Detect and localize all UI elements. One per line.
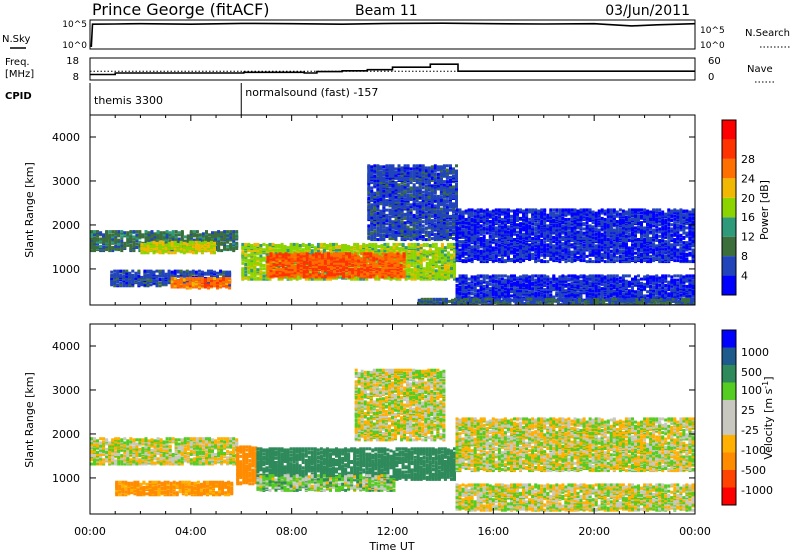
nave-tick-top: 60 [708, 56, 721, 67]
heatmap-region-0 [90, 437, 239, 466]
noise-tick-top-left: 10^5 [62, 20, 87, 30]
velocity-colorbar-swatch [722, 382, 736, 400]
velocity-colorbar-tick: -500 [741, 464, 766, 477]
noise-tick-bottom-right: 10^0 [700, 41, 725, 51]
velocity-colorbar-title: Velocity [m s-1] [761, 376, 775, 459]
x-tick-label: 00:00 [74, 525, 106, 538]
power-colorbar-swatch [722, 158, 736, 179]
velocity-colorbar-tick: 1000 [741, 346, 769, 359]
freq-tick-top: 18 [66, 56, 79, 67]
velocity-axes: 1000 2000 3000 4000 [52, 324, 696, 514]
heatmap-region-2 [236, 445, 258, 486]
heatmap-region-5 [266, 252, 406, 279]
x-tick-label: 20:00 [578, 525, 610, 538]
power-colorbar-tick: 24 [741, 172, 755, 185]
freq-series-line [90, 63, 695, 76]
nave-tick-bottom: 0 [708, 72, 714, 83]
nave-label: Nave [747, 64, 773, 75]
velocity-colorbar-swatch [722, 470, 736, 488]
station-title: Prince George (fitACF) [92, 0, 270, 19]
cpid-segment-label-1: normalsound (fast) -157 [245, 86, 378, 99]
velocity-heatmap [90, 368, 695, 512]
freq-label-top: Freq. [5, 57, 30, 68]
power-colorbar-swatch [722, 236, 736, 257]
velocity-colorbar-tick: -100 [741, 444, 766, 457]
x-axis-label: Time UT [368, 540, 414, 553]
velocity-colorbar-swatch [722, 347, 736, 365]
heatmap-region-1 [140, 240, 216, 255]
noise-tick-top-right: 10^5 [700, 26, 725, 36]
power-colorbar-tick: 20 [741, 192, 755, 205]
cpid-segment-label-0: themis 3300 [94, 94, 163, 107]
y-tick-label: 2000 [52, 219, 80, 232]
y-tick-label: 1000 [52, 472, 80, 485]
velocity-colorbar-swatch [722, 487, 736, 505]
y-tick-label: 2000 [52, 428, 80, 441]
x-tick-label: 00:00 [679, 525, 711, 538]
heatmap-region-6 [455, 417, 695, 473]
y-tick-label: 4000 [52, 131, 80, 144]
velocity-colorbar-swatch [722, 330, 736, 348]
cpid-segments: themis 3300 normalsound (fast) -157 [89, 83, 378, 115]
velocity-unit-superscript: -1 [761, 381, 770, 389]
x-tick-label: 12:00 [377, 525, 409, 538]
velocity-colorbar-swatch [722, 365, 736, 383]
power-colorbar-title: Power [dB] [758, 180, 771, 240]
velocity-colorbar-tick: 500 [741, 366, 762, 379]
noise-tick-bottom-left: 10^0 [62, 41, 87, 51]
velocity-colorbar-tick: -1000 [741, 484, 773, 497]
power-colorbar-swatch [722, 120, 736, 140]
velocity-colorbar-swatch [722, 400, 736, 418]
heatmap-region-4 [256, 474, 396, 492]
velocity-y-label: Slant Range [km] [23, 372, 36, 468]
x-tick-label: 16:00 [477, 525, 509, 538]
power-colorbar-tick: 16 [741, 211, 755, 224]
velocity-colorbar-tick: -25 [741, 424, 759, 437]
velocity-colorbar-tick: 25 [741, 404, 755, 417]
freq-label-bottom: [MHz] [5, 69, 34, 80]
y-tick-label: 3000 [52, 175, 80, 188]
power-colorbar-tick: 4 [741, 270, 748, 283]
power-colorbar: 4 8 12 16 20 24 28 [721, 119, 755, 296]
heatmap-region-6 [367, 164, 458, 242]
power-axes: 1000 2000 3000 4000 [52, 115, 696, 305]
power-y-label: Slant Range [km] [23, 162, 36, 258]
power-heatmap [90, 164, 695, 305]
y-tick-label: 3000 [52, 384, 80, 397]
velocity-colorbar-swatch [722, 435, 736, 453]
y-tick-label: 1000 [52, 263, 80, 276]
noise-panel [89, 19, 696, 50]
freq-panel [89, 57, 696, 81]
power-colorbar-swatch [722, 197, 736, 218]
power-colorbar-tick: 8 [741, 250, 748, 263]
y-tick-label: 4000 [52, 340, 80, 353]
velocity-colorbar: 1000 500 100 25 -25 -100 -500 -1000 [721, 329, 773, 506]
beam-title: Beam 11 [355, 3, 418, 19]
heatmap-region-3 [170, 277, 232, 290]
velocity-colorbar-swatch [722, 452, 736, 470]
power-colorbar-swatch [722, 275, 736, 295]
heatmap-region-5 [354, 368, 446, 442]
nsky-series-line [90, 22, 696, 47]
power-colorbar-swatch [722, 256, 736, 276]
power-colorbar-swatch [722, 217, 736, 237]
x-tick-label: 08:00 [276, 525, 308, 538]
cpid-label: CPID [5, 91, 32, 102]
power-colorbar-swatch [722, 178, 736, 198]
nsearch-label: N.Search [745, 28, 790, 39]
heatmap-region-7 [455, 208, 695, 264]
freq-tick-bottom: 8 [73, 72, 79, 83]
x-tick-label: 04:00 [175, 525, 207, 538]
velocity-colorbar-tick: 100 [741, 384, 762, 397]
heatmap-region-7 [455, 483, 695, 512]
date-title: 03/Jun/2011 [605, 3, 690, 19]
nsky-label: N.Sky [2, 34, 30, 45]
time-axis: 00:00 04:00 08:00 12:00 16:00 20:00 00:00 [74, 525, 711, 538]
velocity-colorbar-swatch [722, 417, 736, 435]
power-colorbar-tick: 12 [741, 231, 755, 244]
power-colorbar-swatch [722, 139, 736, 159]
power-colorbar-tick: 28 [741, 153, 755, 166]
heatmap-region-1 [115, 480, 234, 497]
